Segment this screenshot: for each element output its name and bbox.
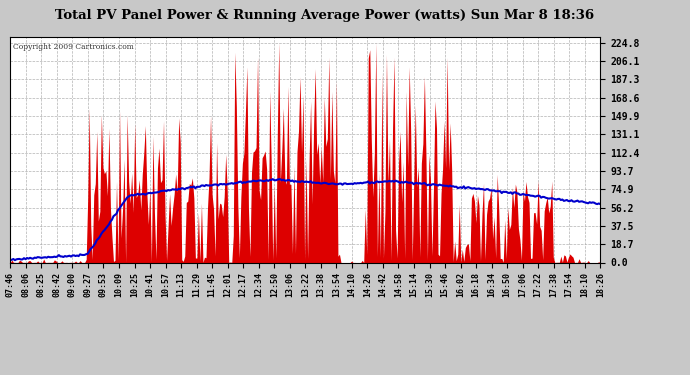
Text: Copyright 2009 Cartronics.com: Copyright 2009 Cartronics.com (13, 43, 134, 51)
Text: Total PV Panel Power & Running Average Power (watts) Sun Mar 8 18:36: Total PV Panel Power & Running Average P… (55, 9, 594, 22)
